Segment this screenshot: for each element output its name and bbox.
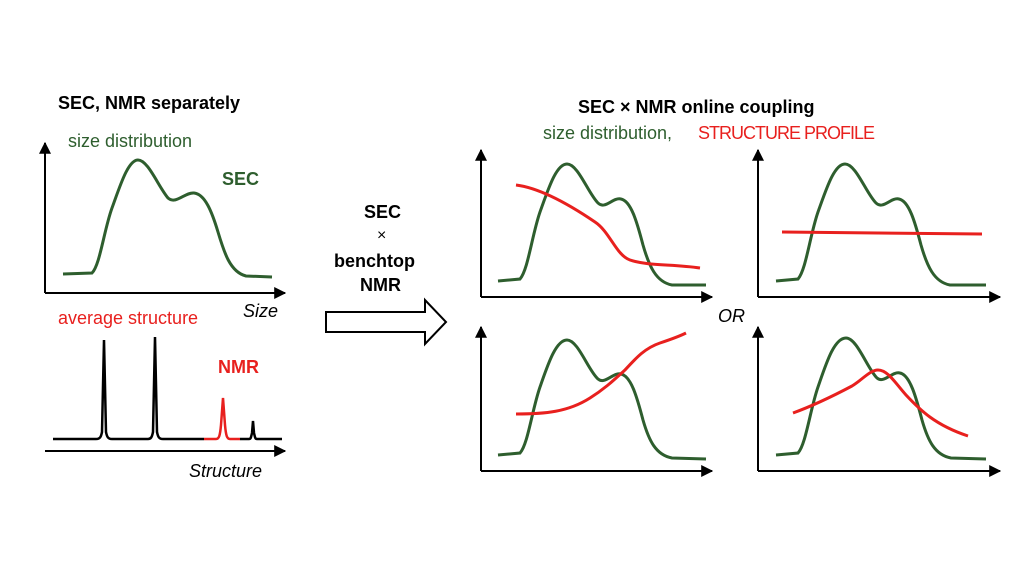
coupled-plot-1-green bbox=[497, 162, 706, 287]
coupled-plot-3 bbox=[475, 325, 714, 477]
coupled-plot-1 bbox=[475, 148, 714, 303]
left-title: SEC, NMR separately bbox=[58, 93, 241, 113]
middle-label-sec: SEC bbox=[364, 202, 402, 222]
coupled-plot-1-red bbox=[515, 183, 701, 270]
sec-plot bbox=[39, 141, 287, 299]
nmr-caption: average structure bbox=[58, 308, 199, 328]
sec-label: SEC bbox=[222, 169, 260, 189]
nmr-spectrum-tail bbox=[240, 420, 282, 441]
sec-caption: size distribution bbox=[68, 131, 193, 151]
coupled-plot-3-green bbox=[497, 338, 707, 461]
nmr-spectrum-black bbox=[53, 336, 204, 441]
coupled-plot-4-green bbox=[775, 336, 987, 461]
nmr-plot bbox=[45, 336, 287, 457]
structure-axis-label: Structure bbox=[189, 461, 263, 481]
nmr-spectrum-red bbox=[204, 397, 240, 441]
coupling-arrow bbox=[325, 297, 448, 347]
coupled-plot-2-red bbox=[781, 230, 983, 236]
nmr-label: NMR bbox=[218, 357, 259, 377]
coupled-plot-4 bbox=[752, 325, 1002, 477]
sec-curve bbox=[62, 158, 273, 279]
size-axis-label: Size bbox=[243, 301, 279, 321]
middle-label-benchtop: benchtop bbox=[334, 251, 415, 271]
coupled-plot-2 bbox=[752, 148, 1002, 303]
coupled-plot-4-red bbox=[792, 368, 969, 438]
middle-label-nmr: NMR bbox=[360, 275, 401, 295]
coupled-plot-2-green bbox=[775, 162, 986, 287]
right-title: SEC × NMR online coupling bbox=[578, 97, 815, 117]
middle-label-times: × bbox=[377, 227, 387, 244]
or-label: OR bbox=[718, 306, 745, 326]
coupled-plot-3-red bbox=[515, 331, 687, 416]
right-subtitle-red: STRUCTURE PROFILE bbox=[698, 123, 875, 143]
right-subtitle-green: size distribution, bbox=[543, 123, 673, 143]
